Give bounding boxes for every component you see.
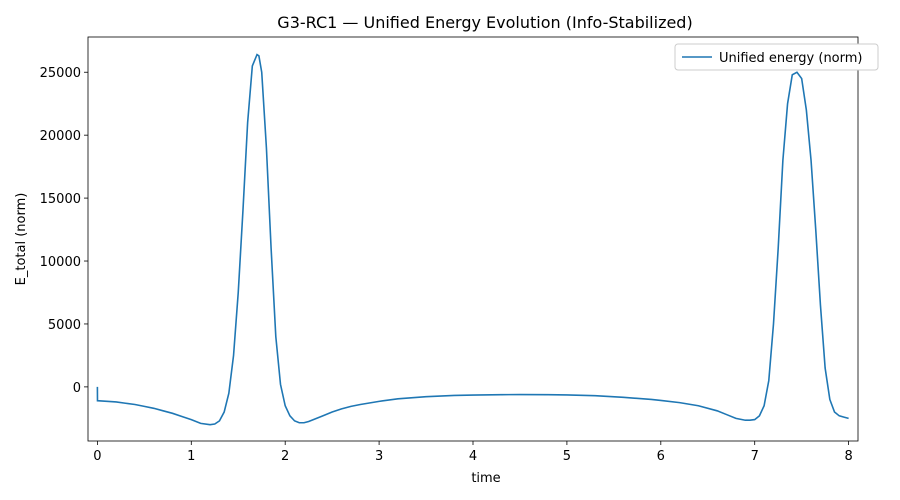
x-tick-label: 4 [469, 449, 477, 464]
chart-title: G3-RC1 — Unified Energy Evolution (Info-… [277, 13, 692, 32]
y-tick-label: 0 [73, 381, 81, 396]
legend-box [674, 43, 879, 71]
y-axis-ticks: 0 5000 10000 15000 20000 25000 [40, 66, 88, 396]
x-tick-label: 7 [751, 449, 759, 464]
x-tick-label: 0 [93, 449, 101, 464]
x-tick-label: 1 [187, 449, 195, 464]
x-axis-label: time [471, 471, 500, 486]
x-tick-label: 2 [281, 449, 289, 464]
series-line-unified-energy [96, 53, 849, 426]
x-tick-label: 3 [375, 449, 383, 464]
x-tick-label: 8 [844, 449, 852, 464]
y-tick-label: 10000 [40, 255, 81, 270]
y-tick-label: 25000 [40, 66, 81, 81]
x-tick-label: 5 [563, 449, 571, 464]
legend-label: Unified energy (norm) [719, 51, 862, 66]
legend: Unified energy (norm) [674, 43, 879, 71]
y-tick-label: 5000 [48, 318, 81, 333]
x-axis-ticks: 0 1 2 3 4 5 6 7 8 [93, 441, 853, 464]
x-tick-label: 6 [657, 449, 665, 464]
y-axis-label: E_total (norm) [14, 193, 29, 286]
y-tick-label: 15000 [40, 192, 81, 207]
y-tick-label: 20000 [40, 129, 81, 144]
